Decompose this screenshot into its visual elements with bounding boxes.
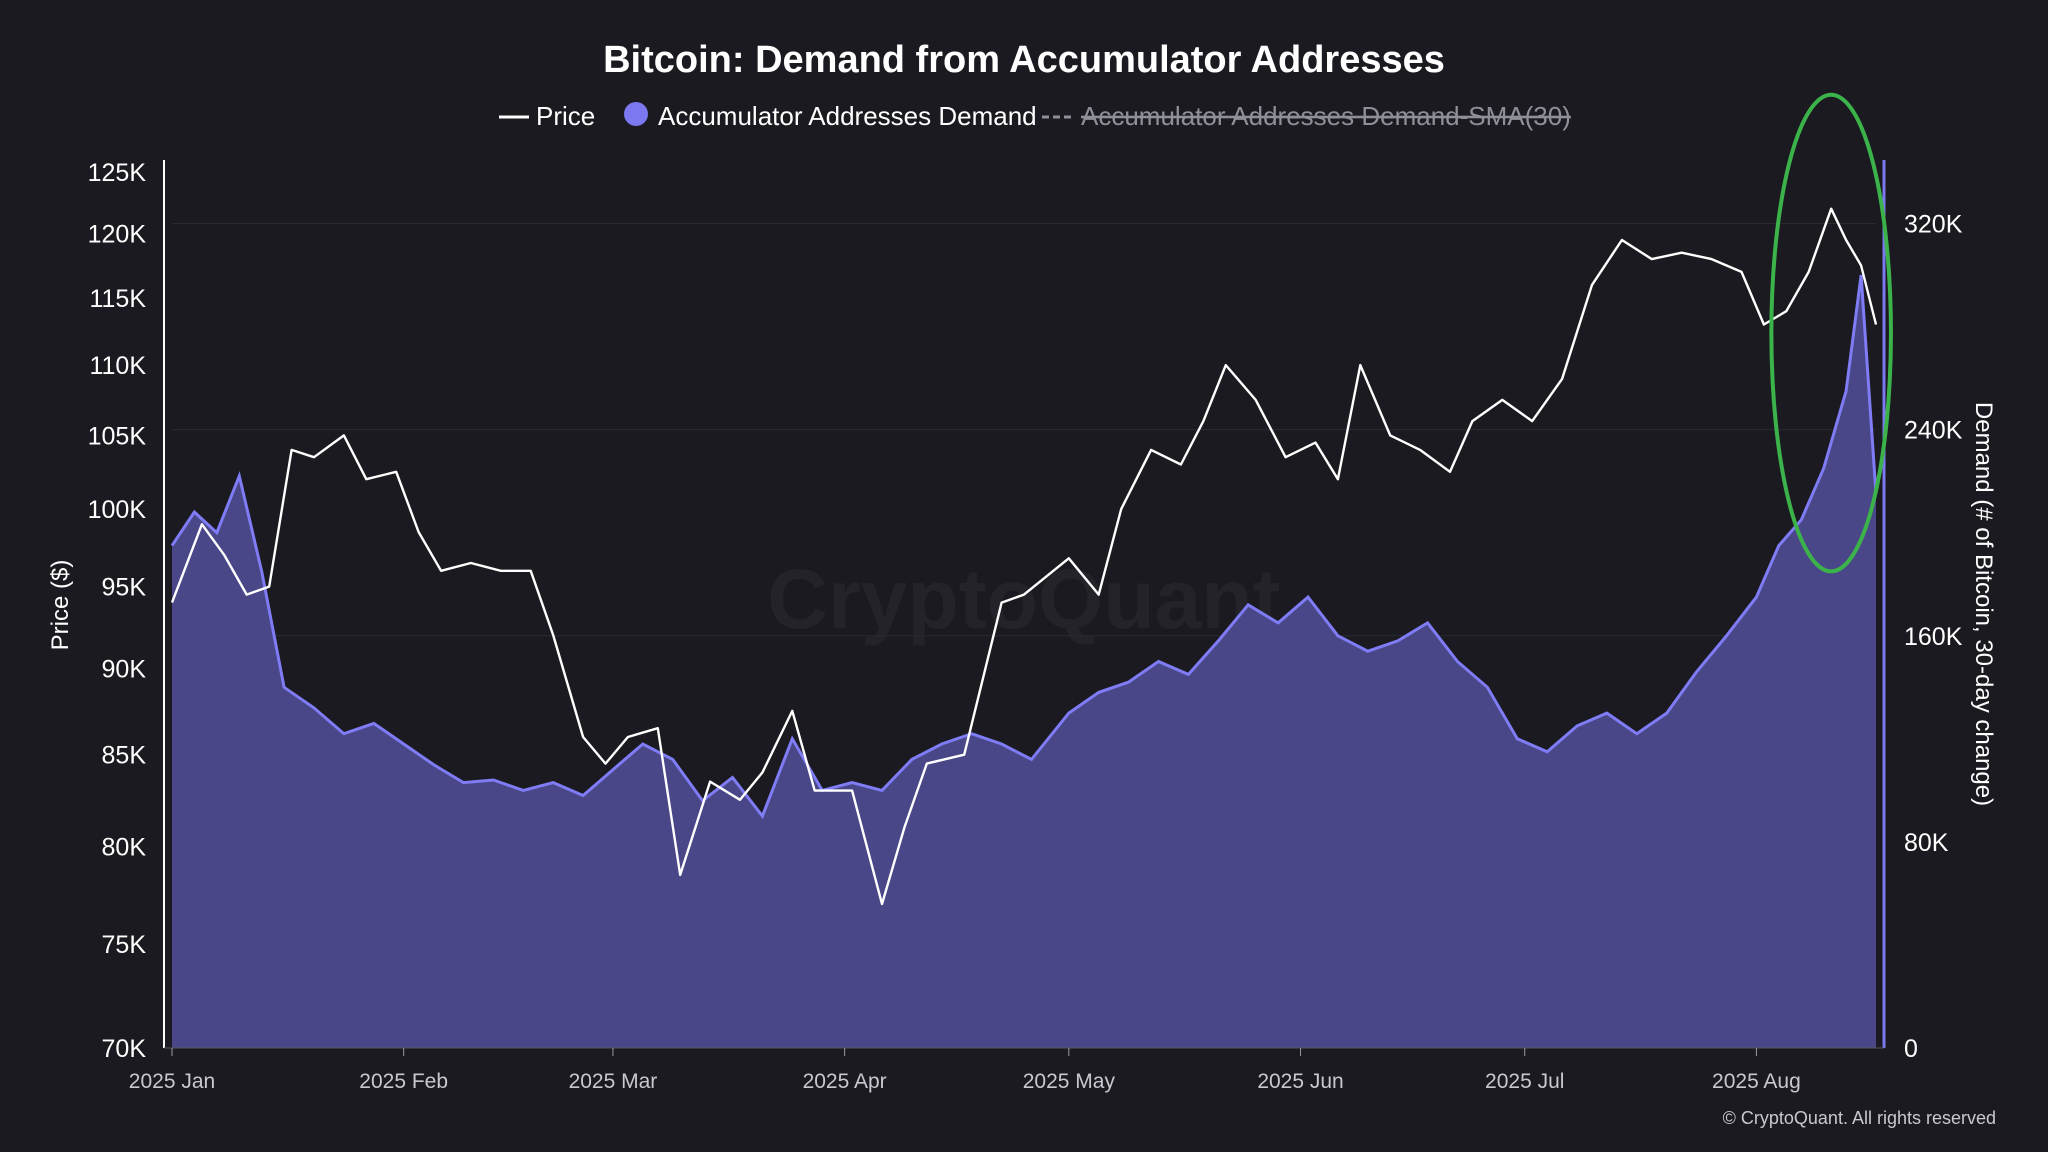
- price-line-layer: [170, 207, 1878, 906]
- left-tick-label: 75K: [102, 931, 147, 959]
- left-axis-ticks: 70K 75K 80K 85K 90K 95K 100K 105K 110K 115K 120K 12…: [88, 159, 147, 1063]
- left-tick-label: 85K: [102, 742, 147, 770]
- legend: Price Accumulator Addresses Demand Accum…: [499, 101, 1571, 131]
- demand-area-fill: [172, 275, 1876, 1049]
- left-axis-title: Price ($): [47, 560, 74, 651]
- right-tick-label: 160K: [1904, 623, 1963, 651]
- demand-area-line: [170, 274, 1878, 820]
- legend-sma-label: Accumulator Addresses Demand-SMA(30): [1081, 101, 1571, 131]
- price-line: [170, 207, 1878, 906]
- legend-item-demand[interactable]: Accumulator Addresses Demand: [624, 101, 1037, 131]
- legend-price-label: Price: [536, 101, 595, 131]
- right-tick-label: 320K: [1904, 211, 1963, 239]
- highlight-ellipse: [1769, 92, 1893, 574]
- legend-item-demand-sma[interactable]: Accumulator Addresses Demand-SMA(30): [1042, 101, 1571, 131]
- highlight-annotation: [1769, 92, 1893, 574]
- right-tick-label: 80K: [1904, 829, 1949, 857]
- x-tick-label: 2025 Jun: [1257, 1070, 1343, 1093]
- right-tick-label: 0: [1904, 1035, 1918, 1063]
- left-tick-label: 100K: [88, 496, 147, 524]
- chart-title: Bitcoin: Demand from Accumulator Address…: [603, 39, 1445, 81]
- left-tick-label: 70K: [102, 1035, 147, 1063]
- left-tick-label: 80K: [102, 833, 147, 861]
- x-tick-label: 2025 Jan: [129, 1070, 215, 1093]
- right-tick-label: 240K: [1904, 417, 1963, 445]
- x-tick-label: 2025 Apr: [803, 1070, 887, 1093]
- left-tick-label: 105K: [88, 422, 147, 450]
- right-axis-title: Demand (# of Bitcoin, 30-day change): [1970, 402, 1997, 806]
- left-tick-label: 95K: [102, 574, 147, 602]
- demand-area: [170, 274, 1878, 1049]
- left-tick-label: 125K: [88, 159, 147, 187]
- watermark: CryptoQuant: [767, 552, 1280, 646]
- legend-demand-label: Accumulator Addresses Demand: [658, 101, 1037, 131]
- copyright-text: © CryptoQuant. All rights reserved: [1723, 1108, 1996, 1128]
- x-tick-label: 2025 Aug: [1712, 1070, 1801, 1093]
- left-tick-label: 115K: [89, 285, 146, 313]
- left-tick-label: 110K: [89, 352, 146, 380]
- x-tick-label: 2025 Feb: [359, 1070, 448, 1093]
- x-tick-label: 2025 Jul: [1485, 1070, 1564, 1093]
- x-tick-label: 2025 May: [1023, 1070, 1116, 1093]
- left-tick-label: 120K: [88, 221, 147, 249]
- x-tick-label: 2025 Mar: [569, 1070, 658, 1093]
- right-axis-ticks: 0 80K 160K 240K 320K: [1904, 211, 1963, 1063]
- x-axis-ticks: 2025 Jan 2025 Feb 2025 Mar 2025 Apr 2025 May…: [129, 1048, 1801, 1093]
- legend-item-price[interactable]: Price: [499, 101, 595, 131]
- legend-demand-swatch: [624, 102, 648, 126]
- left-tick-label: 90K: [102, 655, 147, 683]
